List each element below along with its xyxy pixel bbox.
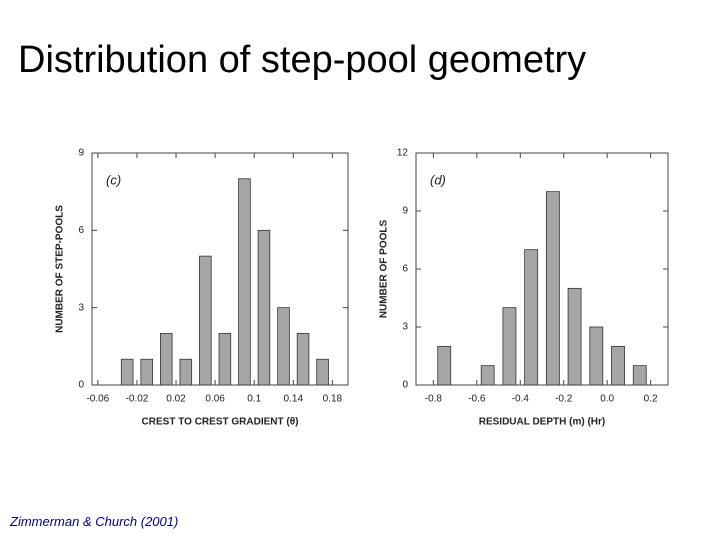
y-tick-label: 12 bbox=[397, 148, 409, 159]
citation: Zimmerman & Church (2001) bbox=[9, 514, 178, 529]
x-tick-label: -0.2 bbox=[555, 394, 573, 405]
bar bbox=[277, 307, 290, 386]
y-tick-label: 9 bbox=[78, 148, 84, 159]
x-axis-title: RESIDUAL DEPTH (m) (Hr) bbox=[479, 417, 605, 428]
bar bbox=[480, 365, 495, 386]
bar bbox=[218, 333, 232, 386]
plot-frame bbox=[415, 152, 669, 386]
bar bbox=[611, 345, 625, 386]
bar bbox=[567, 287, 582, 386]
y-axis-title: NUMBER OF STEP-POOLS bbox=[55, 205, 66, 333]
panel-label: (d) bbox=[430, 172, 446, 187]
bar bbox=[140, 358, 153, 386]
y-tick-label: 0 bbox=[402, 380, 408, 391]
x-tick-label: 0.18 bbox=[323, 394, 343, 405]
bar bbox=[120, 358, 134, 386]
y-axis-title: NUMBER OF POOLS bbox=[379, 220, 390, 319]
x-axis-title: CREST TO CREST GRADIENT (θ) bbox=[142, 417, 299, 428]
x-tick-label: 0.14 bbox=[284, 394, 304, 405]
panel-label: (c) bbox=[106, 172, 121, 187]
x-tick-label: -0.02 bbox=[126, 394, 149, 405]
bar bbox=[589, 326, 604, 386]
y-tick-label: 3 bbox=[402, 322, 408, 333]
bar bbox=[437, 345, 452, 386]
bar bbox=[632, 365, 647, 386]
bar bbox=[316, 358, 329, 386]
slide-title: Distribution of step-pool geometry bbox=[18, 39, 586, 81]
x-tick-label: -0.4 bbox=[512, 394, 530, 405]
x-tick-label: -0.06 bbox=[86, 394, 109, 405]
bar bbox=[238, 178, 251, 386]
bar bbox=[257, 229, 271, 386]
bar bbox=[159, 333, 173, 386]
x-tick-label: 0.2 bbox=[644, 394, 658, 405]
x-tick-label: 0.0 bbox=[600, 394, 614, 405]
y-tick-label: 9 bbox=[402, 206, 408, 217]
y-tick-label: 6 bbox=[402, 264, 408, 275]
x-tick-label: -0.8 bbox=[425, 394, 443, 405]
y-tick-label: 3 bbox=[78, 302, 84, 313]
bar bbox=[179, 358, 193, 386]
x-tick-label: -0.6 bbox=[468, 394, 486, 405]
x-tick-label: 0.02 bbox=[166, 394, 186, 405]
x-tick-label: 0.1 bbox=[247, 394, 261, 405]
bar bbox=[545, 191, 560, 386]
y-tick-label: 0 bbox=[78, 380, 84, 391]
y-tick-label: 6 bbox=[78, 225, 84, 236]
bar bbox=[296, 333, 310, 386]
bar bbox=[502, 307, 517, 386]
bar bbox=[524, 249, 539, 386]
x-tick-label: 0.06 bbox=[205, 394, 225, 405]
bar bbox=[199, 255, 212, 386]
